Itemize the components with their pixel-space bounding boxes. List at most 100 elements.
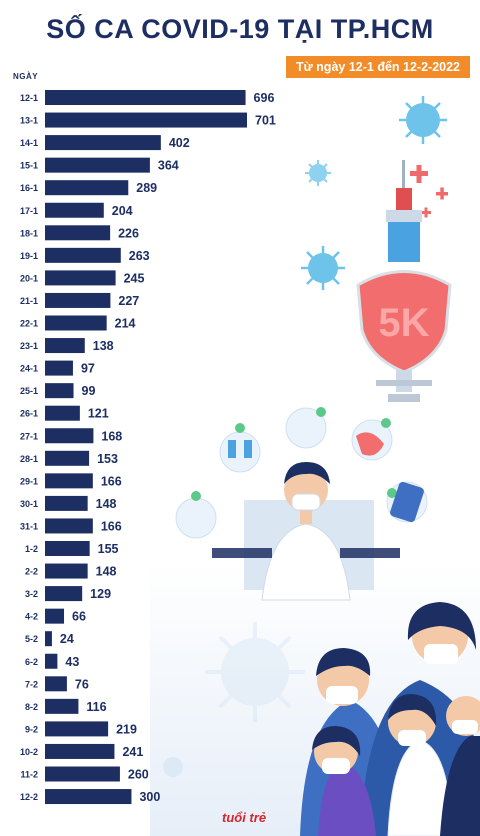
data-label: 138 (93, 339, 114, 353)
data-label: 204 (112, 204, 133, 218)
tick-label: 5-2 (25, 634, 38, 644)
tick-label: 9-2 (25, 724, 38, 734)
data-label: 300 (139, 790, 160, 804)
data-label: 153 (97, 452, 118, 466)
tick-label: 25-1 (20, 386, 38, 396)
doctor-illustration (175, 407, 428, 601)
tick-label: 31-1 (20, 521, 38, 531)
data-label: 260 (128, 768, 149, 782)
bar (45, 112, 247, 128)
bar (45, 338, 85, 354)
tick-label: 17-1 (20, 206, 38, 216)
tick-label: 8-2 (25, 702, 38, 712)
tick-label: 24-1 (20, 364, 38, 374)
bar (45, 202, 104, 218)
data-label: 121 (88, 407, 109, 421)
crowd-illustration (300, 602, 480, 836)
data-label: 168 (101, 429, 122, 443)
data-label: 245 (124, 271, 145, 285)
bar (45, 518, 93, 534)
tick-label: 23-1 (20, 341, 38, 351)
tick-label: 21-1 (20, 296, 38, 306)
bar (45, 292, 111, 308)
bar (45, 631, 52, 647)
tick-label: 7-2 (25, 679, 38, 689)
data-label: 66 (72, 610, 86, 624)
bar (45, 698, 79, 714)
bar (45, 766, 120, 782)
virus-icon (205, 622, 305, 722)
virus-icon (399, 96, 447, 144)
bar (45, 405, 80, 421)
bar (45, 473, 93, 489)
tick-label: 1-2 (25, 544, 38, 554)
date-range-badge: Từ ngày 12-1 đến 12-2-2022 (286, 56, 470, 78)
bar (45, 428, 94, 444)
tick-label: 22-1 (20, 319, 38, 329)
page-title: SỐ CA COVID-19 TẠI TP.HCM (46, 14, 434, 44)
bar (45, 157, 150, 173)
data-label: 214 (115, 317, 136, 331)
tick-label: 12-1 (20, 93, 38, 103)
tick-label: 11-2 (20, 770, 38, 780)
tick-label: 15-1 (20, 161, 38, 171)
data-label: 148 (96, 565, 117, 579)
bar (45, 225, 111, 241)
tick-label: 10-2 (20, 747, 38, 757)
data-label: 701 (255, 114, 276, 128)
tick-label: 26-1 (20, 409, 38, 419)
data-label: 116 (86, 700, 106, 714)
bar (45, 676, 67, 692)
tick-label: 19-1 (20, 251, 38, 261)
tick-label: 29-1 (20, 476, 38, 486)
data-label: 166 (101, 519, 122, 533)
bar (45, 495, 88, 511)
bar (45, 608, 65, 624)
bar (45, 653, 58, 669)
data-label: 24 (60, 632, 74, 646)
tick-label: 16-1 (20, 183, 38, 193)
data-label: 263 (129, 249, 150, 263)
bar (45, 315, 107, 331)
data-label: 219 (116, 722, 137, 736)
bar (45, 541, 90, 556)
tick-label: 27-1 (20, 431, 38, 441)
data-label: 129 (90, 587, 111, 601)
axis-label-ngay: NGÀY (13, 72, 39, 81)
bar (45, 721, 109, 737)
bar (45, 586, 83, 602)
bar (45, 180, 129, 196)
tick-label: 2-2 (25, 567, 38, 577)
virus-icon (305, 160, 331, 186)
data-label: 364 (158, 159, 179, 173)
tick-label: 3-2 (25, 589, 38, 599)
tick-label: 28-1 (20, 454, 38, 464)
virus-icon (163, 757, 183, 777)
tick-label: 30-1 (20, 499, 38, 509)
shield-text: 5K (378, 301, 429, 345)
bar (45, 789, 132, 805)
logo-tuoi-tre: tuổi trẻ (222, 810, 267, 825)
bar (45, 563, 88, 579)
bar (45, 90, 246, 105)
data-label: 155 (98, 542, 119, 556)
virus-icon (301, 246, 345, 290)
data-label: 97 (81, 362, 95, 376)
data-label: 289 (136, 181, 157, 195)
data-label: 148 (96, 497, 117, 511)
tick-label: 4-2 (25, 612, 38, 622)
tick-label: 14-1 (20, 138, 38, 148)
bar (45, 247, 121, 263)
data-label: 43 (65, 655, 79, 669)
tick-label: 18-1 (20, 228, 38, 238)
tick-label: 13-1 (20, 116, 38, 126)
data-label: 227 (118, 294, 139, 308)
tick-label: 6-2 (25, 657, 38, 667)
data-label: 166 (101, 474, 122, 488)
bar (45, 360, 73, 376)
bar (45, 450, 90, 466)
bar (45, 135, 161, 151)
plus-icon (410, 165, 448, 218)
